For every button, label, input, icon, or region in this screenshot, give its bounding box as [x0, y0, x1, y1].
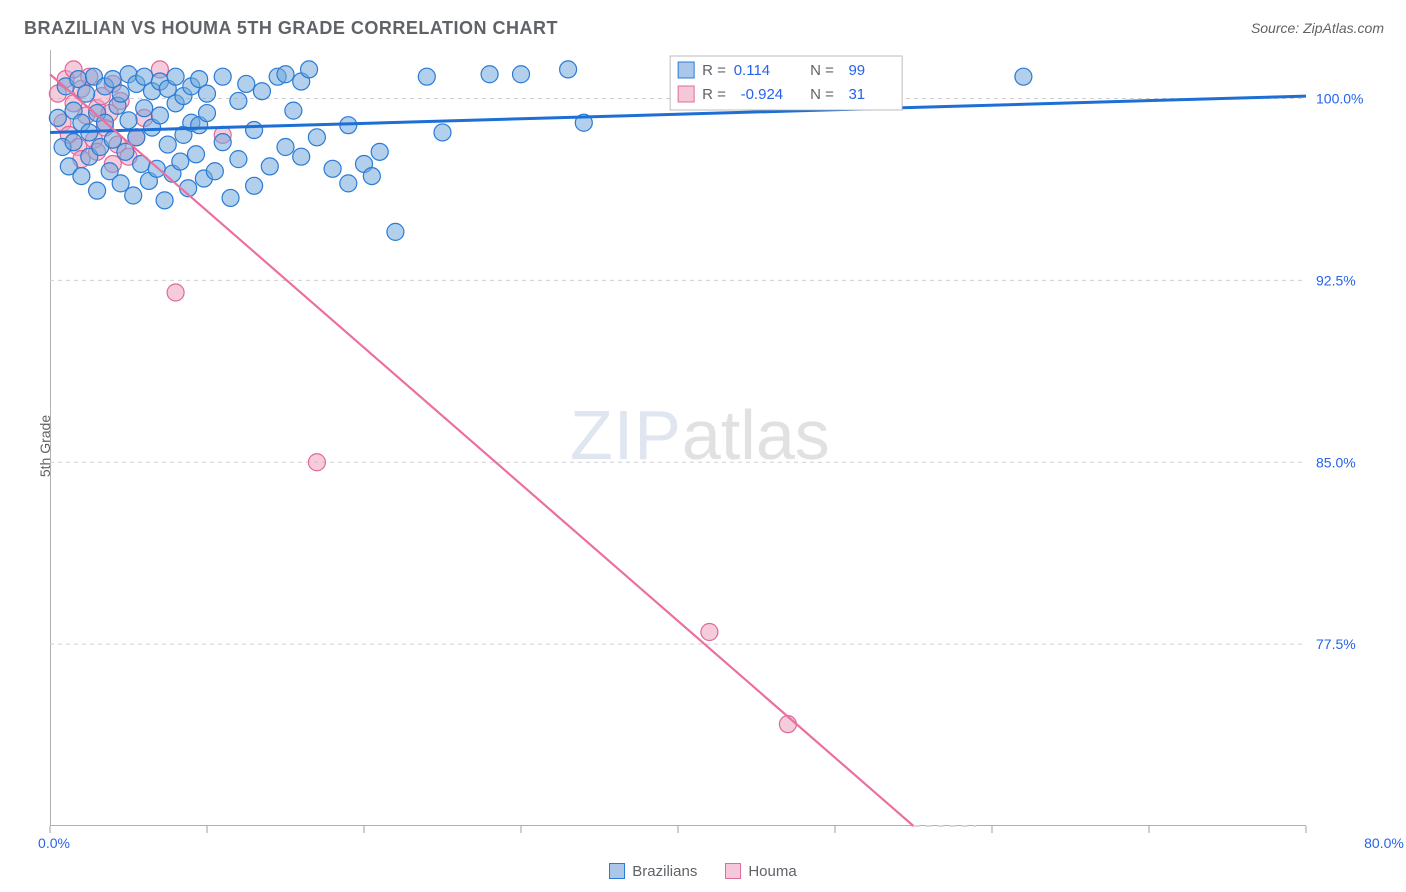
scatter-point — [301, 61, 318, 78]
scatter-point — [481, 66, 498, 83]
scatter-point — [513, 66, 530, 83]
scatter-point — [172, 153, 189, 170]
scatter-point — [125, 187, 142, 204]
stats-swatch-houma — [678, 86, 694, 102]
scatter-point — [418, 68, 435, 85]
scatter-point — [159, 136, 176, 153]
scatter-point — [308, 129, 325, 146]
svg-text:N =: N = — [810, 86, 834, 103]
scatter-point — [261, 158, 278, 175]
scatter-point — [363, 168, 380, 185]
stats-r-houma: -0.924 — [741, 86, 784, 103]
legend-label-brazilians: Brazilians — [632, 863, 697, 880]
scatter-point — [253, 83, 270, 100]
scatter-point — [230, 92, 247, 109]
scatter-point — [73, 168, 90, 185]
scatter-point — [277, 66, 294, 83]
svg-text:R =: R = — [702, 86, 726, 103]
scatter-point — [206, 163, 223, 180]
legend-swatch-brazilians — [609, 863, 625, 879]
scatter-point — [340, 175, 357, 192]
svg-text:77.5%: 77.5% — [1316, 636, 1356, 652]
chart-title: BRAZILIAN VS HOUMA 5TH GRADE CORRELATION… — [24, 18, 558, 39]
svg-text:0.0%: 0.0% — [38, 835, 70, 851]
scatter-point — [387, 223, 404, 240]
scatter-point — [112, 85, 129, 102]
scatter-point — [214, 134, 231, 151]
stats-swatch-brazilians — [678, 62, 694, 78]
scatter-point — [156, 192, 173, 209]
legend-item-brazilians: Brazilians — [609, 863, 697, 880]
scatter-point — [151, 107, 168, 124]
svg-text:80.0%: 80.0% — [1364, 835, 1404, 851]
scatter-point — [293, 148, 310, 165]
scatter-point — [222, 189, 239, 206]
scatter-point — [199, 85, 216, 102]
legend-item-houma: Houma — [725, 863, 796, 880]
scatter-point — [230, 151, 247, 168]
scatter-point — [560, 61, 577, 78]
scatter-point — [308, 454, 325, 471]
scatter-point — [285, 102, 302, 119]
stats-r-label: R = — [702, 62, 726, 79]
scatter-point — [246, 122, 263, 139]
legend-swatch-houma — [725, 863, 741, 879]
stats-n-houma: 31 — [848, 86, 865, 103]
scatter-point — [199, 105, 216, 122]
stats-n-label: N = — [810, 62, 834, 79]
scatter-point — [324, 160, 341, 177]
scatter-point — [167, 68, 184, 85]
scatter-point — [214, 68, 231, 85]
stats-n-brazilians: 99 — [848, 62, 865, 79]
scatter-point — [65, 134, 82, 151]
svg-text:100.0%: 100.0% — [1316, 91, 1363, 107]
stats-r-brazilians: 0.114 — [734, 62, 770, 79]
scatter-point — [434, 124, 451, 141]
scatter-point — [277, 139, 294, 156]
source-label: Source: ZipAtlas.com — [1251, 20, 1384, 36]
scatter-point — [238, 75, 255, 92]
scatter-point — [136, 100, 153, 117]
scatter-point — [371, 143, 388, 160]
scatter-point — [188, 146, 205, 163]
svg-text:92.5%: 92.5% — [1316, 272, 1356, 288]
trendline-houma — [50, 74, 914, 826]
legend-bottom: Brazilians Houma — [0, 863, 1406, 880]
scatter-plot: 100.0%92.5%85.0%77.5%0.0%80.0%R =0.114N … — [50, 50, 1388, 852]
scatter-point — [246, 177, 263, 194]
scatter-point — [49, 109, 66, 126]
scatter-point — [89, 182, 106, 199]
scatter-point — [1015, 68, 1032, 85]
legend-label-houma: Houma — [748, 863, 796, 880]
scatter-point — [167, 284, 184, 301]
scatter-point — [779, 716, 796, 733]
plot-area: 100.0%92.5%85.0%77.5%0.0%80.0%R =0.114N … — [50, 50, 1388, 852]
scatter-point — [701, 624, 718, 641]
scatter-point — [120, 112, 137, 129]
svg-text:85.0%: 85.0% — [1316, 454, 1356, 470]
